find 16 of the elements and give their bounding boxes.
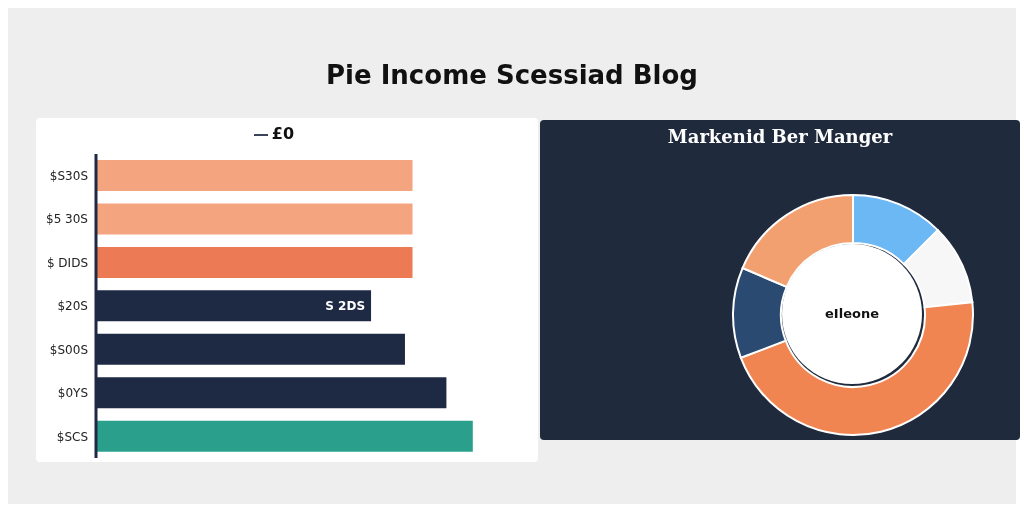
bar (96, 160, 413, 192)
y-tick-label: $20S (57, 299, 88, 314)
y-tick-label: $5 30S (46, 212, 88, 227)
y-tick-label: $S00S (49, 342, 88, 357)
chart-title: Markenid Ber Manger (666, 126, 894, 147)
y-tick-label: $SCS (56, 429, 88, 444)
y-tick-label: $S30S (49, 168, 88, 183)
y-tick-label: $ DIDS (46, 255, 88, 270)
bar (96, 246, 413, 278)
bar (96, 420, 473, 452)
bar (96, 203, 413, 235)
chart-title: Pie Income Scessiad Blog (325, 60, 699, 90)
annotation: S 2DS (325, 298, 366, 313)
legend-label: £0 (271, 124, 295, 143)
text: eIleone (782, 244, 922, 384)
y-tick-label: $0YS (57, 386, 88, 401)
